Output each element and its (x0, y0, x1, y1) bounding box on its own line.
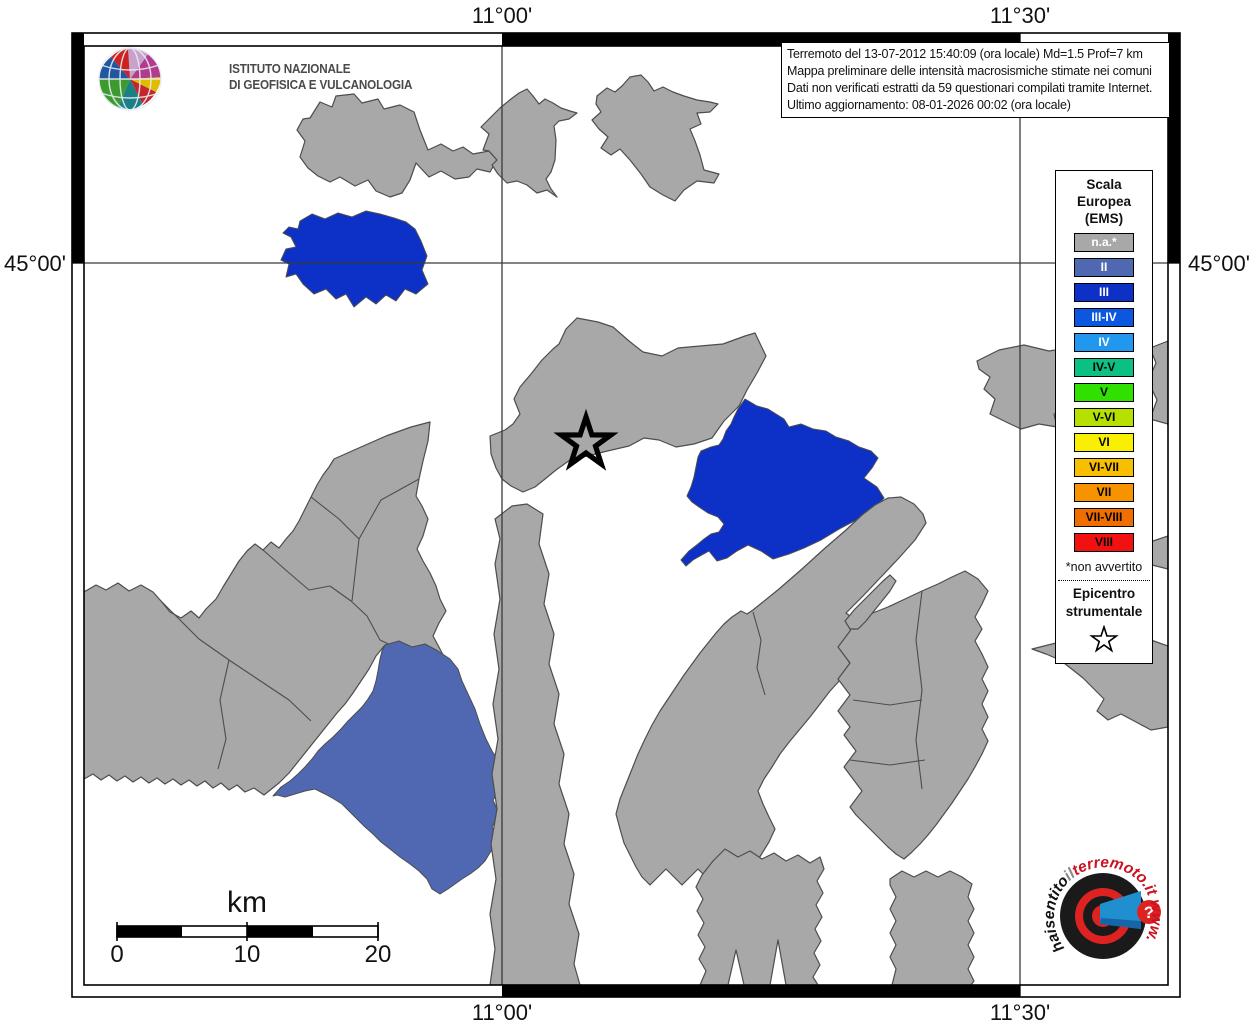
haisentito-logo: ? haisentitoilterremoto.it www. (1041, 854, 1165, 959)
legend-chip-VIII: VIII (1074, 533, 1134, 552)
title-box: Terremoto del 13-07-2012 15:40:09 (ora l… (781, 42, 1170, 118)
municipality-polygon-gray (489, 503, 581, 985)
legend-chip-n.a.*: n.a.* (1074, 233, 1134, 252)
scale-tick-20: 20 (364, 941, 392, 968)
municipal-border (310, 496, 360, 602)
municipality-polygon-gray (844, 574, 897, 630)
legend-chip-VII: VII (1074, 483, 1134, 502)
municipality-polygon-gray (296, 93, 498, 198)
axis-label-bottom-11-30: 11°30' (989, 1000, 1051, 1024)
municipality-intensity-iii (280, 210, 429, 308)
municipality-polygon-gray (480, 88, 578, 198)
map-frame-inner (83, 45, 1169, 986)
ingv-logo-icon (98, 47, 162, 111)
legend-epicenter-line2: strumentale (1065, 604, 1143, 619)
legend-title-line3: (EMS) (1084, 211, 1124, 226)
frame-band-left-black (72, 33, 84, 263)
municipality-polygon-gray (837, 570, 989, 860)
municipal-border (852, 699, 923, 706)
ingv-wordmark: ISTITUTO NAZIONALE DI GEOFISICA E VULCAN… (229, 61, 412, 93)
title-line-description: Mappa preliminare delle intensità macros… (787, 64, 1152, 78)
legend-title-line2: Europea (1076, 194, 1131, 209)
legend-footnote: *non avvertito (1065, 560, 1143, 574)
ingv-line2: DI GEOFISICA E VULCANOLOGIA (229, 77, 413, 92)
epicenter-star-icon (553, 408, 619, 471)
frame-band-bottom-black (502, 985, 1020, 997)
title-line-updated: Ultimo aggiornamento: 08-01-2026 00:02 (… (787, 98, 1071, 112)
legend: Scala Europea (EMS) n.a.* II III III-IV IV IV… (1055, 170, 1153, 664)
municipal-border (358, 478, 420, 540)
ingv-line1: ISTITUTO NAZIONALE (229, 61, 351, 76)
legend-chip-V: V (1074, 383, 1134, 402)
legend-chip-VI: VI (1074, 433, 1134, 452)
legend-chip-V-VI: V-VI (1074, 408, 1134, 427)
legend-epicenter-line1: Epicentro (1072, 586, 1136, 601)
legend-chip-III: III (1074, 283, 1134, 302)
municipal-border (262, 549, 381, 641)
legend-chip-IV: IV (1074, 333, 1134, 352)
municipality-polygon-gray (695, 848, 825, 985)
municipality-polygon-gray (889, 870, 975, 985)
legend-chip-VII-VIII: VII-VIII (1074, 508, 1134, 527)
municipality-polygon-gray (591, 74, 720, 202)
map-frame-outer (71, 32, 1181, 998)
title-line-event: Terremoto del 13-07-2012 15:40:09 (ora l… (787, 47, 1143, 61)
axis-label-top-11-30: 11°30' (989, 3, 1051, 28)
scale-tick-10: 10 (233, 941, 261, 968)
municipality-intensity-ii (272, 640, 502, 895)
axis-label-left-45-00: 45°00' (4, 251, 66, 276)
municipal-border (915, 590, 923, 790)
scale-bar (116, 922, 379, 941)
municipality-polygon-gray (1147, 340, 1168, 425)
municipal-border (752, 611, 766, 696)
question-mark-glyph: ? (1144, 903, 1154, 922)
municipal-border (849, 759, 926, 766)
axis-label-right-45-00: 45°00' (1188, 251, 1250, 276)
title-line-source: Dati non verificati estratti da 59 quest… (787, 81, 1153, 95)
legend-chip-III-IV: III-IV (1074, 308, 1134, 327)
municipality-intensity-iii (680, 398, 885, 567)
municipality-polygon-gray (84, 421, 447, 796)
legend-epicenter-star-icon (1089, 625, 1119, 653)
axis-label-bottom-11-00: 11°00' (471, 1000, 533, 1024)
legend-divider (1058, 580, 1150, 581)
municipal-border (160, 600, 312, 722)
municipality-polygon-gray (489, 317, 767, 493)
scale-bar-unit: km (227, 886, 267, 919)
axis-label-top-11-00: 11°00' (471, 3, 533, 28)
question-badge (1137, 900, 1161, 924)
legend-chip-II: II (1074, 258, 1134, 277)
legend-title-line1: Scala (1086, 177, 1122, 192)
legend-entries: n.a.* II III III-IV IV IV-V V V-VI VI VI-VII VII VI… (1056, 233, 1152, 552)
frame-band-right-black (1168, 33, 1180, 263)
municipal-border (217, 659, 230, 770)
legend-chip-VI-VII: VI-VII (1074, 458, 1134, 477)
scale-tick-0: 0 (110, 941, 124, 968)
legend-chip-IV-V: IV-V (1074, 358, 1134, 377)
